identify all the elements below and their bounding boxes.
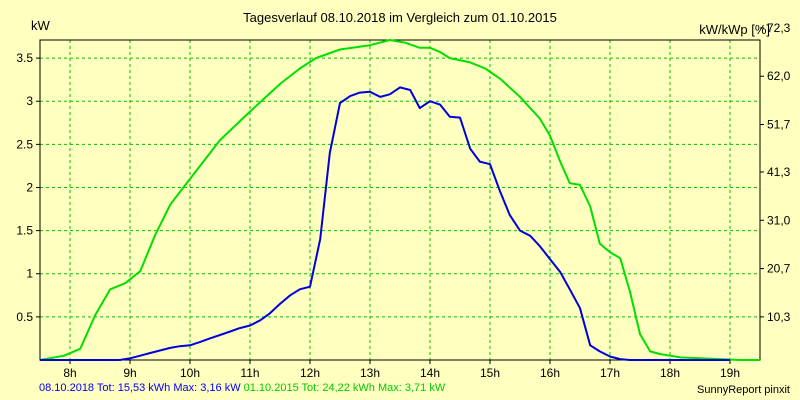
y2-tick-label: 41,3 [767,165,791,179]
x-tick-label: 11h [240,366,259,380]
y2-tick-label: 10,3 [767,310,791,324]
series1-summary: 08.10.2018 Tot: 15,53 kWh Max: 3,16 kW [39,382,241,394]
footer-summary: 08.10.2018 Tot: 15,53 kWh Max: 3,16 kW 0… [39,382,445,394]
y-axis-unit-right: kW/kWp [%] [699,22,770,37]
y2-tick-label: 31,0 [767,213,791,227]
chart-title: Tagesverlauf 08.10.2018 im Vergleich zum… [243,10,557,25]
x-tick-label: 13h [360,366,380,380]
plot-frame [39,39,761,361]
y-tick-label: 2 [26,180,33,194]
x-tick-label: 9h [123,366,136,380]
x-tick-label: 18h [660,366,680,380]
series-line-01.10.2015 [39,39,760,361]
y-tick-label: 1 [26,267,33,281]
y2-tick-label: 20,7 [767,262,791,276]
x-tick-label: 12h [300,366,320,380]
x-tick-label: 14h [420,366,440,380]
x-tick-label: 17h [600,366,620,380]
y2-tick-label: 72,3 [767,21,791,35]
x-tick-label: 15h [480,366,500,380]
y-tick-label: 3 [26,94,33,108]
credit-label: SunnyReport pinxit [697,384,790,396]
series2-summary: 01.10.2015 Tot: 24,22 kWh Max: 3,71 kW [243,382,446,394]
y-tick-label: 2.5 [16,137,33,151]
y-axis-unit-left: kW [31,18,50,33]
x-tick-label: 16h [540,366,560,380]
x-tick-label: 10h [180,366,200,380]
y2-tick-label: 62,0 [767,69,791,83]
y-tick-label: 0.5 [16,310,33,324]
series-line-08.10.2018 [40,86,730,361]
y-tick-label: 3.5 [16,51,33,65]
x-tick-label: 19h [720,366,740,380]
y-tick-label: 1.5 [16,224,33,238]
x-tick-label: 8h [63,366,76,380]
y2-tick-label: 51,7 [767,118,791,132]
